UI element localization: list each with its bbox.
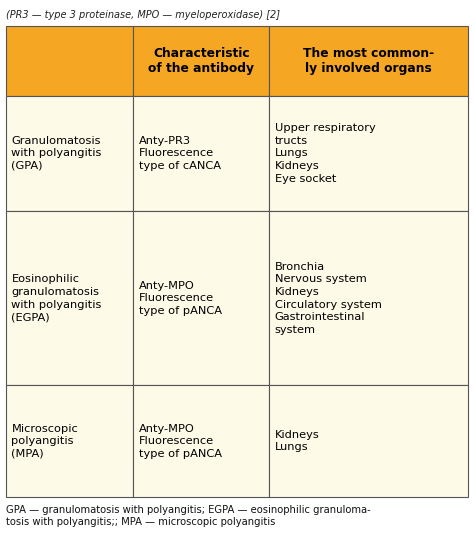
Text: Granulomatosis
with polyangitis
(GPA): Granulomatosis with polyangitis (GPA) bbox=[11, 136, 102, 171]
Text: Eosinophilic
granulomatosis
with polyangitis
(EGPA): Eosinophilic granulomatosis with polyang… bbox=[11, 274, 102, 322]
Text: Microscopic
polyangitis
(MPA): Microscopic polyangitis (MPA) bbox=[11, 423, 78, 459]
Text: Kidneys
Lungs: Kidneys Lungs bbox=[275, 430, 319, 452]
Bar bbox=[6, 95, 133, 211]
Bar bbox=[269, 385, 468, 497]
Text: GPA — granulomatosis with polyangitis; EGPA — eosinophilic granuloma-
tosis with: GPA — granulomatosis with polyangitis; E… bbox=[6, 505, 371, 527]
Bar bbox=[269, 26, 468, 95]
Bar bbox=[6, 211, 133, 385]
Text: Upper respiratory
tructs
Lungs
Kidneys
Eye socket: Upper respiratory tructs Lungs Kidneys E… bbox=[275, 123, 375, 184]
Text: Bronchia
Nervous system
Kidneys
Circulatory system
Gastrointestinal
system: Bronchia Nervous system Kidneys Circulat… bbox=[275, 262, 382, 335]
Bar bbox=[133, 95, 269, 211]
Text: The most common-
ly involved organs: The most common- ly involved organs bbox=[303, 47, 434, 75]
Text: Anty-MPO
Fluorescence
type of pANCA: Anty-MPO Fluorescence type of pANCA bbox=[138, 423, 221, 459]
Text: Characteristic
of the antibody: Characteristic of the antibody bbox=[148, 47, 254, 75]
Text: Anty-PR3
Fluorescence
type of cANCA: Anty-PR3 Fluorescence type of cANCA bbox=[138, 136, 220, 171]
Bar bbox=[269, 95, 468, 211]
Bar bbox=[133, 26, 269, 95]
Bar bbox=[133, 385, 269, 497]
Bar bbox=[269, 211, 468, 385]
Text: Anty-MPO
Fluorescence
type of pANCA: Anty-MPO Fluorescence type of pANCA bbox=[138, 281, 221, 316]
Bar bbox=[6, 26, 133, 95]
Bar bbox=[133, 211, 269, 385]
Bar bbox=[6, 385, 133, 497]
Text: (PR3 — type 3 proteinase, MPO — myeloperoxidase) [2]: (PR3 — type 3 proteinase, MPO — myeloper… bbox=[6, 11, 280, 21]
